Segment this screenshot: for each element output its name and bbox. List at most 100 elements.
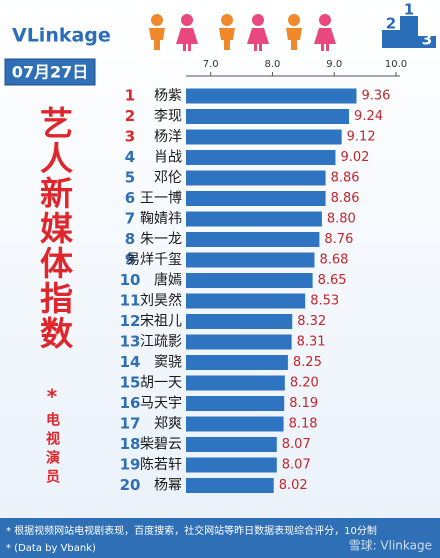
rank: 5 [125, 169, 135, 187]
bar [186, 129, 342, 145]
category-label: 杨洋 [154, 129, 182, 145]
x-tick-label: 8.0 [265, 59, 281, 70]
podium-label: 2 [386, 15, 396, 33]
category-label: 杨幂 [154, 478, 182, 494]
bar [186, 375, 285, 391]
value-label: 8.07 [282, 437, 311, 452]
value-label: 8.32 [297, 314, 326, 329]
category-label: 江疏影 [140, 334, 182, 350]
chart-title: 艺人新媒体指数 [35, 106, 74, 351]
category-label: 李现 [154, 109, 182, 125]
value-label: 8.76 [324, 232, 353, 247]
category-label: 马天宇 [140, 396, 182, 412]
bar [186, 211, 322, 227]
chart-subtitle: 电视演员 [44, 411, 60, 488]
podium: 2 1 3 [382, 1, 436, 49]
category-label: 郑爽 [154, 416, 182, 432]
rank: 15 [120, 374, 141, 392]
x-tick-label: 10.0 [385, 59, 407, 70]
rank: 8 [125, 230, 135, 248]
bar [186, 457, 277, 473]
x-tick-label: 9.0 [326, 59, 342, 70]
value-label: 8.65 [318, 273, 347, 288]
rank: 17 [120, 415, 141, 433]
bar [186, 478, 274, 493]
rank: 1 [125, 87, 135, 105]
bar [186, 252, 315, 268]
x-tick-label: 7.0 [203, 59, 219, 70]
value-label: 8.31 [297, 335, 326, 350]
value-label: 9.12 [347, 130, 376, 145]
rank: 9 [125, 251, 135, 269]
footer-note: * 根据视频网站电视剧表现，百度搜索，社交网站等昨日数据表现综合评分，10分制 [6, 524, 377, 537]
rank: 14 [120, 353, 141, 371]
value-label: 8.68 [319, 253, 348, 268]
value-label: 8.80 [327, 212, 356, 227]
title-mark: * [47, 385, 58, 409]
logo: VLinkage [12, 25, 111, 47]
bar [186, 416, 284, 432]
category-label: 胡一天 [140, 375, 182, 391]
value-label: 8.86 [331, 191, 360, 206]
rank: 18 [120, 435, 141, 453]
category-label: 邓伦 [154, 170, 182, 186]
bar [186, 273, 313, 288]
rank: 13 [120, 333, 141, 351]
footer-band [0, 518, 440, 558]
bar [186, 437, 277, 452]
rank: 2 [125, 107, 135, 125]
value-label: 8.25 [293, 355, 322, 370]
date-box [4, 58, 96, 86]
rank: 11 [120, 292, 141, 310]
category-label: 柴碧云 [140, 437, 182, 453]
bar [186, 88, 357, 104]
rank: 4 [125, 148, 135, 166]
date: 07月27日 [12, 63, 89, 82]
category-label: 唐嫣 [154, 272, 182, 289]
value-label: 8.07 [282, 458, 311, 473]
category-label: 宋祖儿 [140, 314, 182, 330]
bar [186, 191, 326, 206]
bar [186, 150, 336, 165]
podium-label: 3 [422, 31, 432, 49]
people-icons [149, 14, 336, 51]
bar [186, 232, 320, 247]
category-label: 窦骁 [154, 355, 182, 371]
value-label: 8.19 [289, 396, 318, 411]
category-label: 易烊千玺 [126, 252, 182, 268]
bar [186, 293, 306, 309]
category-label: 刘昊然 [140, 292, 182, 309]
category-label: 鞠婧祎 [140, 211, 182, 227]
value-label: 9.36 [361, 89, 390, 104]
rank: 19 [120, 456, 141, 474]
bar [186, 109, 350, 124]
bar [186, 314, 293, 329]
category-label: 杨紫 [154, 88, 182, 104]
watermark: 雪球: Vlinkage [349, 539, 432, 553]
category-label: 陈若轩 [140, 456, 182, 473]
rank: 3 [125, 128, 135, 146]
category-label: 肖战 [154, 150, 182, 166]
rank: 16 [120, 394, 141, 412]
value-label: 9.24 [354, 109, 383, 124]
podium-label: 1 [404, 1, 414, 19]
value-label: 8.20 [290, 376, 319, 391]
category-label: 王一博 [140, 190, 182, 207]
rank: 12 [120, 312, 141, 330]
value-label: 8.02 [279, 478, 308, 493]
category-label: 朱一龙 [140, 232, 182, 248]
rank: 10 [120, 271, 141, 289]
value-label: 8.18 [289, 417, 318, 432]
bar [186, 396, 285, 411]
rank: 7 [125, 210, 135, 228]
rank: 20 [120, 476, 141, 494]
value-label: 8.53 [310, 294, 339, 309]
footer-note: * (Data by Vbank) [6, 543, 96, 554]
rank: 6 [125, 189, 135, 207]
bar [186, 334, 292, 350]
bar [186, 355, 288, 370]
value-label: 9.02 [340, 150, 369, 165]
bar [186, 170, 326, 186]
value-label: 8.86 [331, 171, 360, 186]
